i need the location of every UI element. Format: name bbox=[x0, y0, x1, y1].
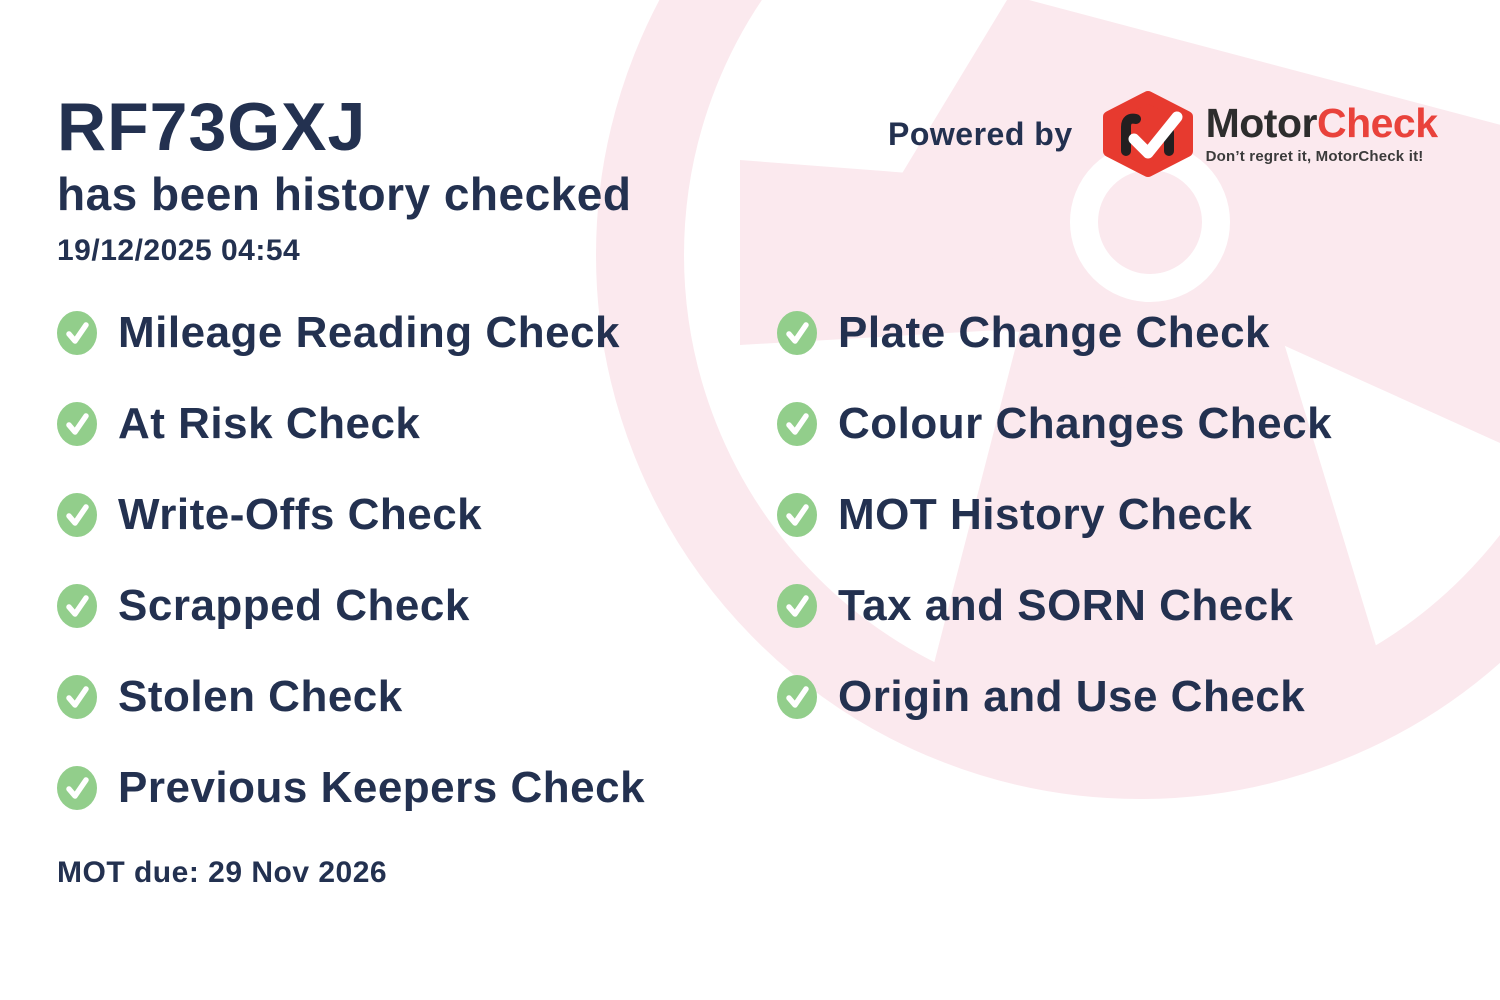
brand-name-motor: Motor bbox=[1205, 100, 1318, 146]
green-check-circle-icon bbox=[777, 492, 817, 537]
check-timestamp: 19/12/2025 04:54 bbox=[57, 233, 301, 267]
powered-by-lockup: Powered by MotorCheck Don’t regret it, M… bbox=[888, 82, 1438, 186]
green-check-circle-icon bbox=[57, 583, 97, 628]
check-label: Plate Change Check bbox=[838, 307, 1271, 357]
green-check-circle-icon bbox=[57, 401, 97, 446]
page-title: has been history checked bbox=[57, 168, 632, 221]
check-item: MOT History Check bbox=[777, 469, 1332, 560]
check-item: Scrapped Check bbox=[57, 560, 645, 651]
check-label: At Risk Check bbox=[118, 398, 421, 448]
check-item: Tax and SORN Check bbox=[777, 560, 1332, 651]
check-label: Previous Keepers Check bbox=[118, 762, 646, 812]
green-check-circle-icon bbox=[777, 674, 817, 719]
vehicle-registration: RF73GXJ bbox=[57, 89, 367, 165]
check-item: Previous Keepers Check bbox=[57, 742, 645, 833]
checks-column-left: Mileage Reading Check At Risk Check Writ… bbox=[57, 287, 645, 833]
check-label: Write-Offs Check bbox=[118, 489, 483, 539]
green-check-circle-icon bbox=[57, 765, 97, 810]
check-label: Colour Changes Check bbox=[838, 398, 1333, 448]
check-item: Origin and Use Check bbox=[777, 651, 1332, 742]
checks-column-right: Plate Change Check Colour Changes Check … bbox=[777, 287, 1332, 742]
brand-name: MotorCheck bbox=[1206, 103, 1438, 144]
check-label: Mileage Reading Check bbox=[118, 307, 620, 357]
header: RF73GXJ has been history checked 19/12/2… bbox=[57, 89, 632, 268]
check-item: Plate Change Check bbox=[777, 287, 1332, 378]
mot-due-label: MOT due: 29 Nov 2026 bbox=[57, 856, 388, 889]
motorcheck-hexagon-m-check-icon bbox=[1102, 91, 1193, 177]
check-label: Origin and Use Check bbox=[838, 671, 1306, 721]
check-item: Write-Offs Check bbox=[57, 469, 645, 560]
brand-tagline: Don’t regret it, MotorCheck it! bbox=[1205, 148, 1424, 165]
check-label: Scrapped Check bbox=[118, 580, 470, 630]
check-label: Tax and SORN Check bbox=[838, 580, 1294, 630]
green-check-circle-icon bbox=[57, 492, 97, 537]
brand-text: MotorCheck Don’t regret it, MotorCheck i… bbox=[1205, 103, 1438, 166]
check-item: Colour Changes Check bbox=[777, 378, 1332, 469]
check-item: Mileage Reading Check bbox=[57, 287, 645, 378]
check-item: Stolen Check bbox=[57, 651, 645, 742]
green-check-circle-icon bbox=[777, 401, 817, 446]
check-label: Stolen Check bbox=[118, 671, 403, 721]
brand-name-check: Check bbox=[1316, 100, 1438, 146]
check-label: MOT History Check bbox=[838, 489, 1253, 539]
green-check-circle-icon bbox=[777, 583, 817, 628]
check-item: At Risk Check bbox=[57, 378, 645, 469]
green-check-circle-icon bbox=[57, 674, 97, 719]
powered-by-label: Powered by bbox=[888, 115, 1073, 152]
green-check-circle-icon bbox=[777, 310, 817, 355]
green-check-circle-icon bbox=[57, 310, 97, 355]
